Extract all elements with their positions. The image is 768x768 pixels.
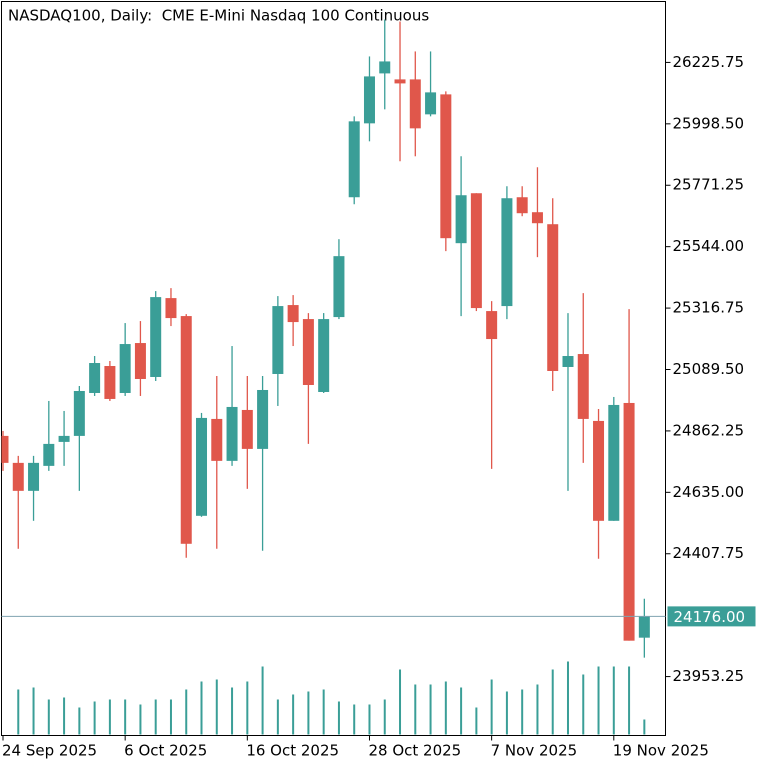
y-tick-label: 25316.75 [673, 299, 745, 317]
candle-body [455, 195, 467, 244]
candle-body [226, 406, 238, 461]
candle-body [104, 366, 116, 399]
y-tick-label: 24635.00 [673, 483, 745, 501]
candle-body [89, 363, 101, 393]
y-tick-label: 25771.25 [673, 176, 745, 194]
candle-body [608, 404, 620, 521]
candle-body [318, 319, 330, 392]
candle-body [1, 435, 9, 463]
candle-body [58, 435, 70, 442]
x-tick-label: 28 Oct 2025 [368, 742, 461, 760]
candle-body [257, 389, 269, 449]
candle-body [638, 616, 650, 638]
candle-body [623, 402, 635, 641]
x-tick-label: 16 Oct 2025 [246, 742, 339, 760]
candle-body [241, 409, 253, 449]
candle-body [28, 462, 40, 491]
candle-body [333, 256, 345, 318]
candle-body [180, 316, 192, 544]
y-tick-label: 24862.25 [673, 421, 745, 439]
candle-body [196, 417, 208, 516]
candle-body [302, 319, 314, 385]
plot-area [1, 19, 650, 735]
candle-body [119, 344, 131, 393]
candle-body [43, 443, 55, 466]
x-tick-label: 6 Oct 2025 [124, 742, 207, 760]
candle-body [379, 61, 391, 74]
x-tick-label: 7 Nov 2025 [491, 742, 578, 760]
candle-body [516, 197, 528, 214]
price-label-box [667, 606, 756, 627]
y-tick-label: 25544.00 [673, 237, 745, 255]
y-tick-label: 26225.75 [673, 53, 745, 71]
price-label: 24176.00 [674, 608, 746, 626]
candle-body [470, 193, 482, 309]
candle-body [486, 311, 498, 340]
candle-body [150, 297, 162, 377]
x-tick-label: 19 Nov 2025 [613, 742, 709, 760]
candle-body [531, 212, 543, 224]
candle-body [577, 354, 589, 419]
candle-body [211, 418, 223, 461]
y-tick-label: 23953.25 [673, 667, 745, 685]
candle-body [547, 224, 559, 371]
candle-body [394, 79, 406, 84]
y-tick-label: 25089.50 [673, 360, 745, 378]
candle-body [363, 76, 375, 124]
candle-body [562, 356, 574, 367]
y-tick-label: 25998.50 [673, 114, 745, 132]
y-tick-label: 24407.75 [673, 544, 745, 562]
candle-body [73, 390, 85, 436]
candle-body [593, 420, 605, 521]
candle-body [12, 462, 24, 491]
plot-frame [1, 1, 666, 736]
candle-body [348, 121, 360, 198]
candle-body [425, 92, 437, 115]
candle-body [165, 298, 177, 319]
candle-body [272, 306, 284, 374]
candle-body [409, 79, 421, 129]
candle-body [134, 343, 146, 379]
chart-title: NASDAQ100, Daily: CME E-Mini Nasdaq 100 … [8, 7, 429, 25]
x-tick-label: 24 Sep 2025 [2, 742, 97, 760]
candle-body [287, 305, 299, 323]
candle-body [501, 198, 513, 307]
candle-body [440, 94, 452, 239]
